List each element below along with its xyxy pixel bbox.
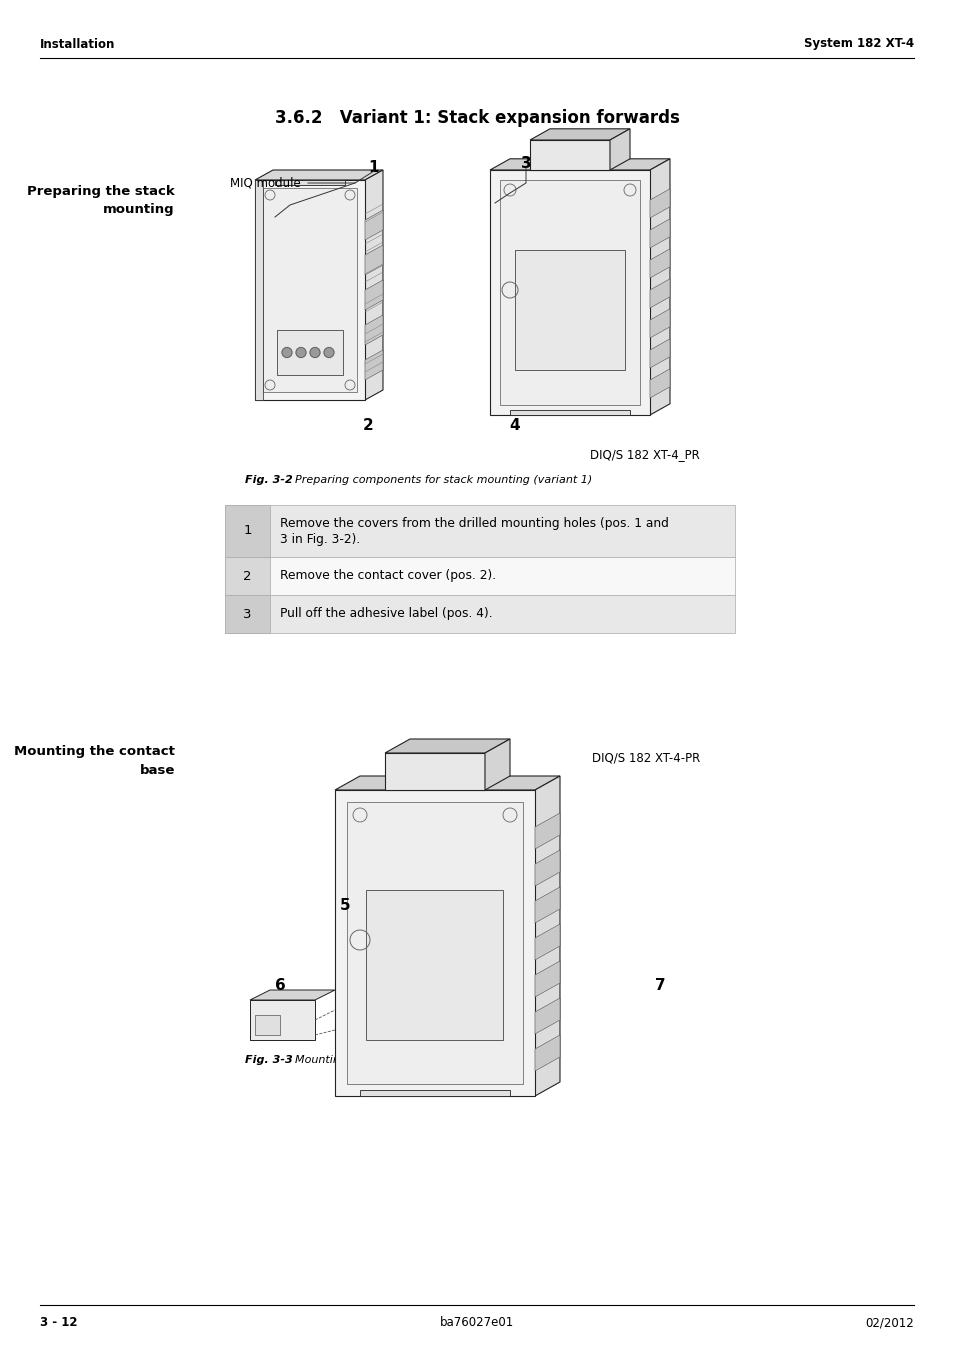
Polygon shape <box>254 1015 280 1035</box>
Text: mounting: mounting <box>103 204 174 216</box>
Polygon shape <box>263 188 356 392</box>
Text: 7: 7 <box>654 977 664 992</box>
Polygon shape <box>649 189 669 217</box>
Polygon shape <box>385 753 484 790</box>
Polygon shape <box>335 776 559 790</box>
Polygon shape <box>385 738 510 753</box>
Polygon shape <box>649 248 669 278</box>
Text: 1: 1 <box>243 525 252 537</box>
Polygon shape <box>649 339 669 369</box>
Text: DIQ/S 182 XT-4-PR: DIQ/S 182 XT-4-PR <box>591 752 700 764</box>
Polygon shape <box>530 140 609 170</box>
Polygon shape <box>250 1000 314 1040</box>
Polygon shape <box>365 350 382 379</box>
Polygon shape <box>535 813 559 849</box>
Text: 3: 3 <box>520 155 531 170</box>
Text: Mounting the contact: Mounting the contact <box>14 745 174 759</box>
Polygon shape <box>649 159 669 414</box>
Polygon shape <box>649 219 669 248</box>
Bar <box>225 558 270 595</box>
Text: ba76027e01: ba76027e01 <box>439 1316 514 1330</box>
Polygon shape <box>347 802 522 1084</box>
Polygon shape <box>649 309 669 338</box>
Polygon shape <box>649 279 669 308</box>
Text: 1: 1 <box>369 159 379 174</box>
Text: 3: 3 <box>243 608 252 621</box>
Bar <box>225 595 734 633</box>
Polygon shape <box>535 776 559 1096</box>
Text: Fig. 3-3: Fig. 3-3 <box>245 1054 293 1065</box>
Polygon shape <box>530 128 629 140</box>
Text: Mounting the contact base (variant 1): Mounting the contact base (variant 1) <box>294 1054 506 1065</box>
Polygon shape <box>535 998 559 1034</box>
Polygon shape <box>535 923 559 960</box>
Polygon shape <box>335 790 535 1096</box>
Polygon shape <box>535 1035 559 1071</box>
Bar <box>225 505 270 558</box>
Text: 02/2012: 02/2012 <box>864 1316 913 1330</box>
Polygon shape <box>499 180 639 405</box>
Polygon shape <box>484 738 510 790</box>
Polygon shape <box>276 329 343 375</box>
Text: 4: 4 <box>509 417 519 432</box>
Polygon shape <box>365 315 382 346</box>
Polygon shape <box>250 990 335 1000</box>
Text: 3.6.2   Variant 1: Stack expansion forwards: 3.6.2 Variant 1: Stack expansion forward… <box>274 109 679 127</box>
Circle shape <box>282 347 292 358</box>
Polygon shape <box>515 250 624 370</box>
Text: 6: 6 <box>274 977 285 992</box>
Polygon shape <box>490 159 669 170</box>
Text: DIQ/S 182 XT-4_PR: DIQ/S 182 XT-4_PR <box>590 448 700 462</box>
Text: Installation: Installation <box>40 38 115 50</box>
Polygon shape <box>535 961 559 998</box>
Circle shape <box>295 347 306 358</box>
Text: Remove the contact cover (pos. 2).: Remove the contact cover (pos. 2). <box>280 570 496 582</box>
Text: 3 in Fig. 3-2).: 3 in Fig. 3-2). <box>280 533 360 547</box>
Polygon shape <box>365 244 382 275</box>
Text: 3 - 12: 3 - 12 <box>40 1316 77 1330</box>
Text: Fig. 3-2: Fig. 3-2 <box>245 475 293 485</box>
Text: System 182 XT-4: System 182 XT-4 <box>803 38 913 50</box>
Polygon shape <box>274 180 345 185</box>
Polygon shape <box>366 890 502 1040</box>
Polygon shape <box>365 211 382 240</box>
Polygon shape <box>535 850 559 886</box>
Text: Preparing components for stack mounting (variant 1): Preparing components for stack mounting … <box>294 475 592 485</box>
Polygon shape <box>609 128 629 170</box>
Bar <box>225 595 270 633</box>
Polygon shape <box>535 887 559 923</box>
Text: Preparing the stack: Preparing the stack <box>28 185 174 198</box>
Circle shape <box>310 347 319 358</box>
Circle shape <box>324 347 334 358</box>
Text: Remove the covers from the drilled mounting holes (pos. 1 and: Remove the covers from the drilled mount… <box>280 517 668 529</box>
Text: 2: 2 <box>243 570 252 582</box>
Polygon shape <box>365 279 382 310</box>
Polygon shape <box>649 369 669 398</box>
Text: MIQ module: MIQ module <box>230 177 300 189</box>
Polygon shape <box>490 170 649 414</box>
Polygon shape <box>359 1089 510 1096</box>
Polygon shape <box>365 170 382 400</box>
Text: 2: 2 <box>362 417 373 432</box>
Text: Pull off the adhesive label (pos. 4).: Pull off the adhesive label (pos. 4). <box>280 608 492 621</box>
Bar <box>225 505 734 558</box>
Polygon shape <box>510 410 629 414</box>
Polygon shape <box>254 180 365 400</box>
Text: base: base <box>139 764 174 776</box>
Text: 5: 5 <box>339 898 350 913</box>
Polygon shape <box>254 170 382 180</box>
Bar <box>225 558 734 595</box>
Polygon shape <box>254 180 263 400</box>
